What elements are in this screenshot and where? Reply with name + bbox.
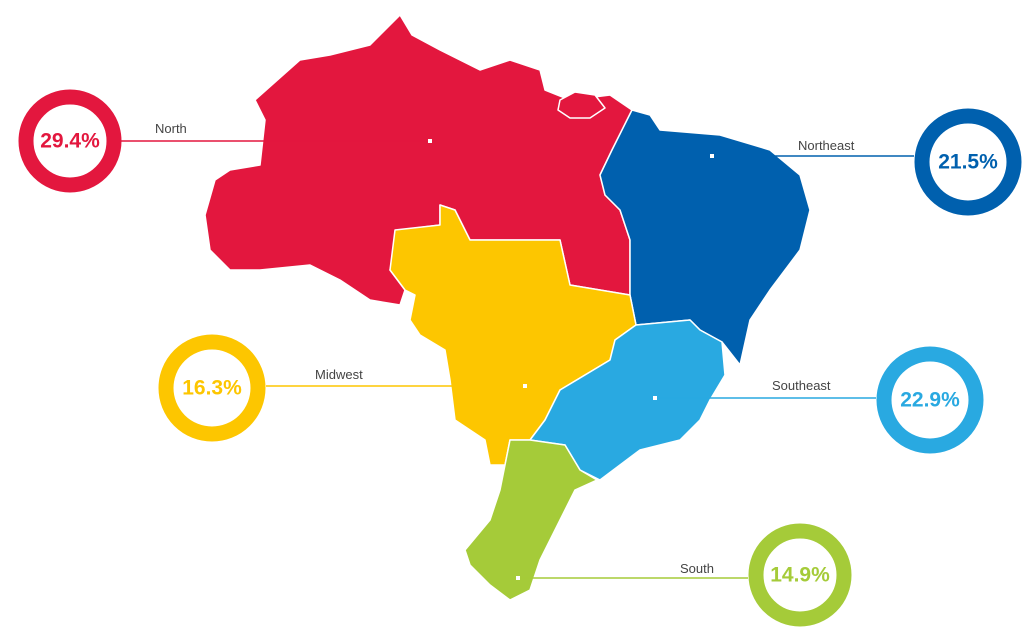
leader-dot [710,154,714,158]
share-ring [876,346,984,454]
share-value: 14.9% [770,564,830,587]
leader-dot [516,576,520,580]
share-ring [18,89,122,193]
south-region [464,439,598,601]
southeast-region [529,319,726,481]
share-value: 16.3% [182,377,242,400]
region-label: North [155,121,187,136]
region-label: Northeast [798,138,855,153]
share-value: 22.9% [900,389,960,412]
region-label: Southeast [772,378,831,393]
share-ring [914,108,1022,216]
share-value: 21.5% [938,151,998,174]
leader-dot [653,396,657,400]
share-value: 29.4% [40,130,100,153]
region-label: Midwest [315,367,363,382]
marajo-island [557,91,606,119]
leader-dot [523,384,527,388]
region-label: South [680,561,714,576]
leader-dot [428,139,432,143]
northeast-region [599,109,811,366]
brazil-map [204,14,811,601]
share-ring [158,334,266,442]
share-ring [748,523,852,627]
